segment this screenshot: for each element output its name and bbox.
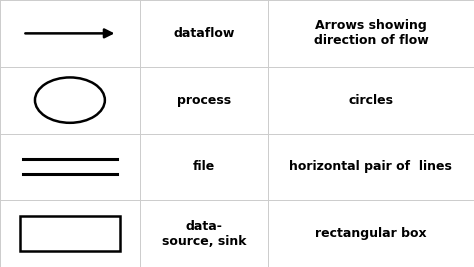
Text: file: file: [193, 160, 215, 173]
Text: Arrows showing
direction of flow: Arrows showing direction of flow: [313, 19, 428, 47]
Text: data-
source, sink: data- source, sink: [162, 220, 246, 248]
Text: rectangular box: rectangular box: [315, 227, 427, 240]
Text: dataflow: dataflow: [173, 27, 235, 40]
Text: horizontal pair of  lines: horizontal pair of lines: [290, 160, 452, 173]
Text: process: process: [177, 94, 231, 107]
Bar: [19, 216, 120, 251]
Text: circles: circles: [348, 94, 393, 107]
